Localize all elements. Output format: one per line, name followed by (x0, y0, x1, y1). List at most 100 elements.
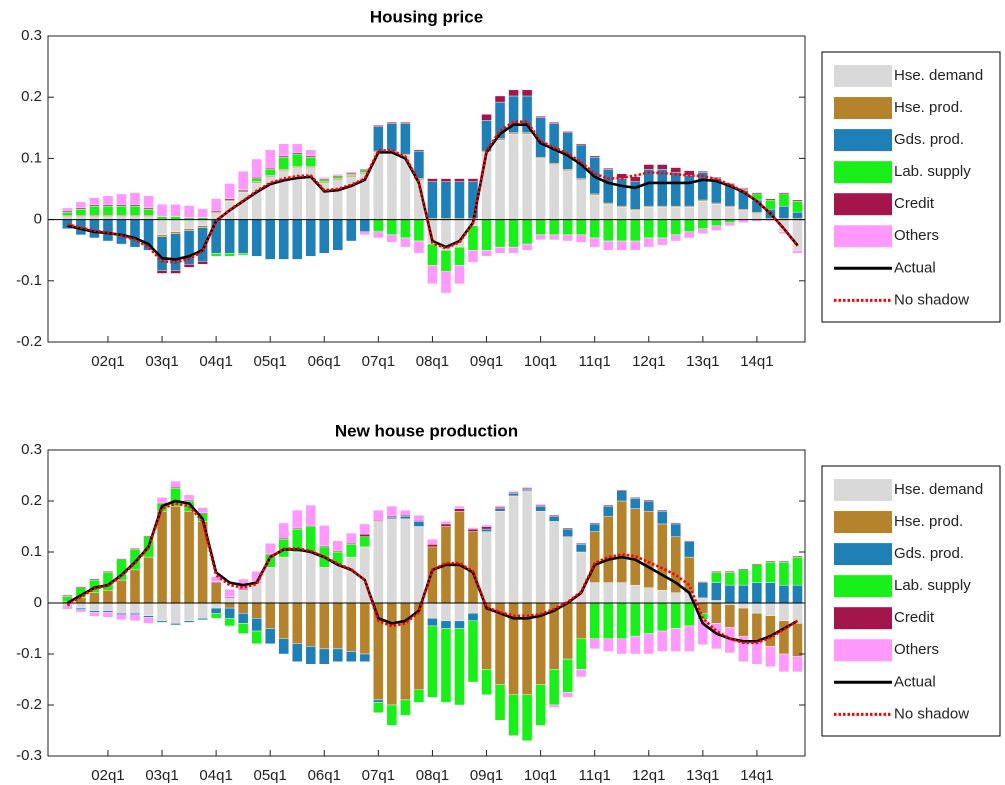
bar (359, 653, 371, 662)
bar (170, 270, 181, 274)
bar (670, 207, 681, 220)
bar (346, 219, 357, 242)
bar (454, 508, 465, 512)
bar (765, 602, 776, 616)
bar (183, 228, 195, 231)
legend-swatch (834, 161, 892, 184)
bar (778, 231, 790, 234)
bar (210, 607, 222, 614)
bar (562, 219, 573, 236)
bar (359, 523, 371, 535)
bar (670, 522, 681, 525)
legend-label: Actual (894, 673, 936, 690)
bar (711, 602, 722, 624)
bar (616, 219, 627, 242)
bar (62, 595, 73, 597)
bar (616, 178, 627, 207)
bar (319, 648, 330, 665)
bar (224, 602, 235, 609)
bar (481, 531, 492, 604)
bar (792, 602, 803, 624)
bar (670, 219, 681, 236)
bar (332, 540, 343, 552)
bar (332, 174, 343, 176)
legend-swatch (834, 607, 892, 630)
bar (75, 602, 87, 609)
bar (237, 191, 249, 220)
bar (575, 543, 587, 545)
bar (521, 133, 533, 220)
bar (427, 546, 438, 604)
bar (711, 572, 722, 583)
bar (265, 567, 276, 604)
dashed-line (67, 120, 799, 264)
bar (575, 219, 587, 236)
x-tick-label: 04q1 (199, 353, 232, 370)
bar (616, 489, 627, 491)
bar (197, 507, 208, 513)
bar (603, 582, 614, 604)
bar (751, 563, 763, 565)
bar (603, 240, 614, 251)
bar (562, 527, 573, 530)
bar (427, 602, 438, 619)
bar (183, 264, 195, 268)
x-tick-label: 08q1 (416, 767, 449, 784)
bar (413, 689, 425, 703)
bar (562, 602, 573, 660)
bar (454, 265, 465, 285)
bar (102, 602, 114, 611)
bar (400, 123, 411, 155)
bar (670, 234, 681, 242)
bar (373, 699, 384, 703)
bar (562, 692, 573, 698)
bar (75, 609, 87, 613)
bar (684, 219, 695, 233)
bar (413, 240, 425, 254)
legend-label: Gds. prod. (894, 545, 964, 562)
bar (224, 183, 235, 199)
bar (386, 518, 398, 604)
bar (129, 614, 141, 622)
bar (400, 518, 411, 604)
bar (481, 526, 492, 530)
bar (400, 509, 411, 516)
bar (616, 638, 627, 655)
bar (454, 602, 465, 622)
bar (305, 504, 316, 526)
bar (724, 572, 736, 586)
bar (454, 628, 465, 706)
y-tick-label: 0 (34, 594, 42, 611)
legend-swatch (834, 129, 892, 152)
bar (210, 253, 222, 257)
y-tick-label: 0.1 (21, 149, 42, 166)
bar (603, 505, 614, 517)
legend-swatch (834, 479, 892, 501)
bar (670, 602, 681, 629)
bar (292, 602, 303, 644)
bar (467, 531, 479, 604)
bar (332, 648, 343, 662)
bar (373, 125, 384, 127)
bar (156, 497, 168, 503)
bar (657, 169, 668, 207)
bar (278, 556, 289, 604)
y-tick-label: -0.1 (16, 272, 42, 289)
legend-label: Credit (894, 195, 935, 212)
bar (89, 578, 100, 581)
bar (548, 516, 560, 522)
bar (224, 607, 235, 619)
bar (373, 231, 384, 239)
bar (251, 582, 262, 604)
bar (386, 517, 398, 520)
bar (575, 143, 587, 146)
bar (89, 205, 100, 216)
legend-label: No shadow (894, 705, 969, 722)
bar (711, 219, 722, 226)
bar (630, 498, 641, 509)
bar (562, 536, 573, 604)
bar (778, 653, 790, 673)
bar (210, 219, 222, 254)
bar (508, 694, 519, 736)
